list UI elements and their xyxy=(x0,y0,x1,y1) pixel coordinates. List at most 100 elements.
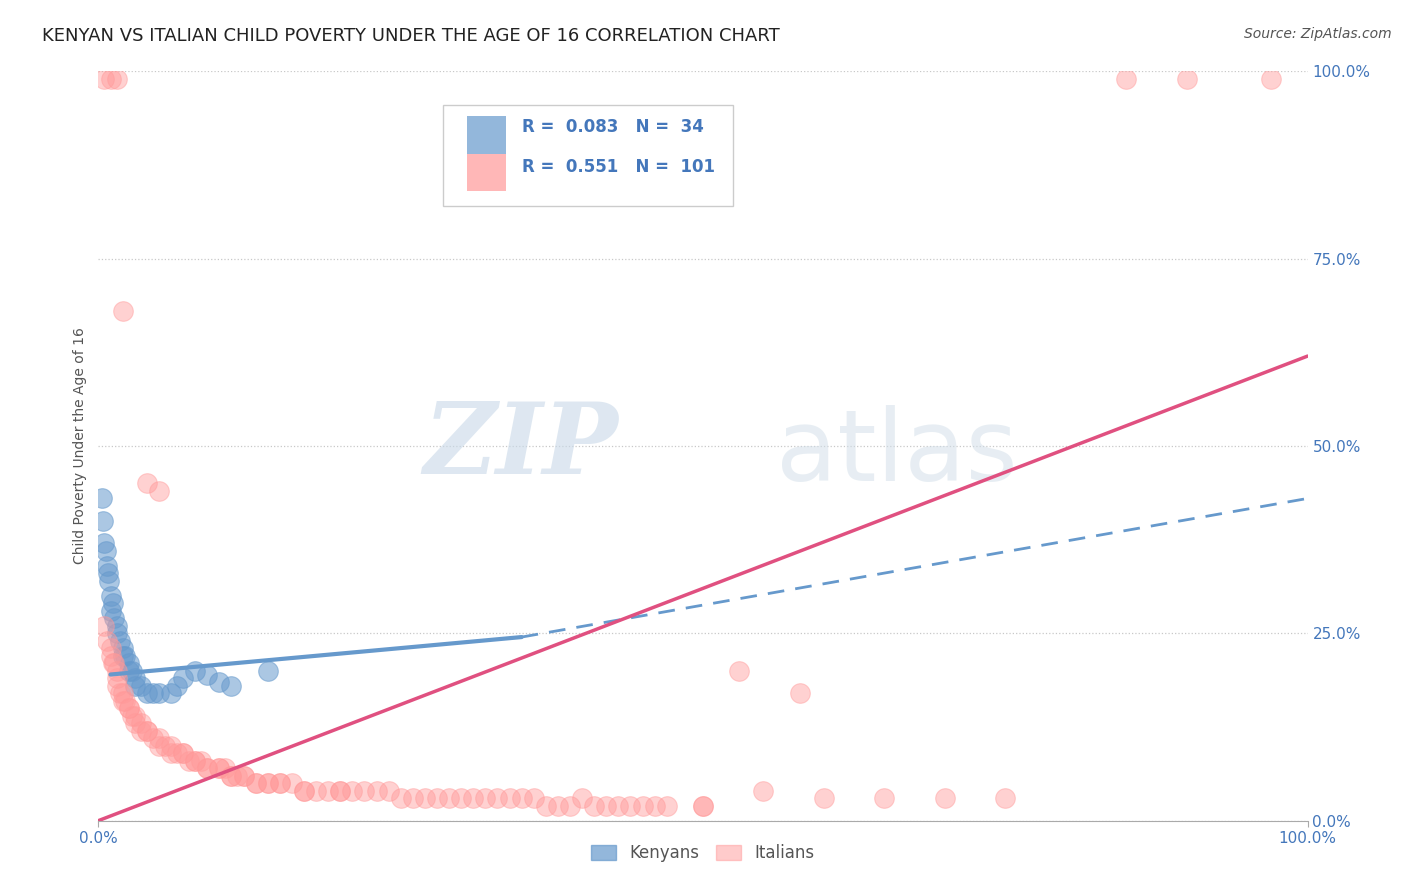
Point xyxy=(256,664,278,678)
Point xyxy=(269,776,291,790)
Point xyxy=(631,798,654,813)
Point xyxy=(329,783,352,797)
Point xyxy=(135,476,157,491)
Point xyxy=(135,723,157,738)
Y-axis label: Child Poverty Under the Age of 16: Child Poverty Under the Age of 16 xyxy=(73,327,87,565)
Point xyxy=(316,783,339,797)
Point xyxy=(547,798,569,813)
Point xyxy=(172,671,194,685)
Point xyxy=(184,754,207,768)
Point xyxy=(124,671,146,685)
Point xyxy=(129,716,152,731)
Point xyxy=(172,746,194,760)
Point xyxy=(934,791,956,805)
Text: R =  0.083   N =  34: R = 0.083 N = 34 xyxy=(522,118,703,136)
Point xyxy=(103,657,125,671)
Point xyxy=(245,776,267,790)
Point xyxy=(111,686,134,700)
Point xyxy=(873,791,896,805)
Point xyxy=(101,657,124,671)
Point xyxy=(523,791,546,805)
Point xyxy=(221,769,243,783)
Point xyxy=(486,791,509,805)
Point xyxy=(184,664,207,678)
Point xyxy=(195,761,218,775)
Point xyxy=(160,746,183,760)
Point xyxy=(214,761,236,775)
Point xyxy=(208,675,231,690)
Point xyxy=(118,657,141,671)
Point xyxy=(121,664,143,678)
Point xyxy=(118,664,141,678)
Point xyxy=(208,761,231,775)
Point xyxy=(994,791,1017,805)
Point xyxy=(93,536,115,550)
Point xyxy=(148,686,170,700)
Point xyxy=(97,566,120,581)
Point xyxy=(166,679,188,693)
Point xyxy=(129,723,152,738)
Point xyxy=(1260,71,1282,86)
Point xyxy=(256,776,278,790)
Point xyxy=(100,641,122,656)
Point xyxy=(148,731,170,746)
Point xyxy=(129,679,152,693)
Point xyxy=(153,739,176,753)
Point xyxy=(377,783,399,797)
Point xyxy=(595,798,617,813)
Point xyxy=(166,746,188,760)
Point xyxy=(190,754,212,768)
Point xyxy=(474,791,496,805)
Point xyxy=(96,558,118,573)
Point xyxy=(232,769,254,783)
Point xyxy=(135,686,157,700)
Point xyxy=(93,619,115,633)
Point xyxy=(752,783,775,797)
Point xyxy=(245,776,267,790)
Point xyxy=(121,708,143,723)
Text: R =  0.551   N =  101: R = 0.551 N = 101 xyxy=(522,158,714,176)
FancyBboxPatch shape xyxy=(467,153,506,191)
Point xyxy=(450,791,472,805)
Point xyxy=(94,544,117,558)
Point xyxy=(221,769,243,783)
Point xyxy=(148,739,170,753)
Point xyxy=(105,71,128,86)
Point xyxy=(510,791,533,805)
Point xyxy=(571,791,593,805)
Point xyxy=(148,483,170,498)
Point xyxy=(813,791,835,805)
Point xyxy=(389,791,412,805)
Point xyxy=(100,71,122,86)
Point xyxy=(96,633,118,648)
Point xyxy=(292,783,315,797)
Point xyxy=(93,71,115,86)
FancyBboxPatch shape xyxy=(467,116,506,153)
Point xyxy=(644,798,666,813)
Point xyxy=(142,686,165,700)
Point xyxy=(789,686,811,700)
Point xyxy=(108,633,131,648)
Point xyxy=(172,746,194,760)
Point xyxy=(91,514,114,528)
Point xyxy=(142,731,165,746)
Point xyxy=(114,648,136,663)
Point xyxy=(413,791,436,805)
Point xyxy=(105,619,128,633)
Point xyxy=(179,754,201,768)
Point xyxy=(195,761,218,775)
Point xyxy=(118,701,141,715)
Point xyxy=(558,798,581,813)
Point xyxy=(583,798,606,813)
Point xyxy=(607,798,630,813)
Point xyxy=(232,769,254,783)
Point xyxy=(226,769,249,783)
Point xyxy=(269,776,291,790)
Point xyxy=(160,739,183,753)
Point xyxy=(256,776,278,790)
Point xyxy=(208,761,231,775)
Text: KENYAN VS ITALIAN CHILD POVERTY UNDER THE AGE OF 16 CORRELATION CHART: KENYAN VS ITALIAN CHILD POVERTY UNDER TH… xyxy=(42,27,780,45)
Point xyxy=(437,791,460,805)
Point xyxy=(105,671,128,685)
Point xyxy=(91,491,114,506)
